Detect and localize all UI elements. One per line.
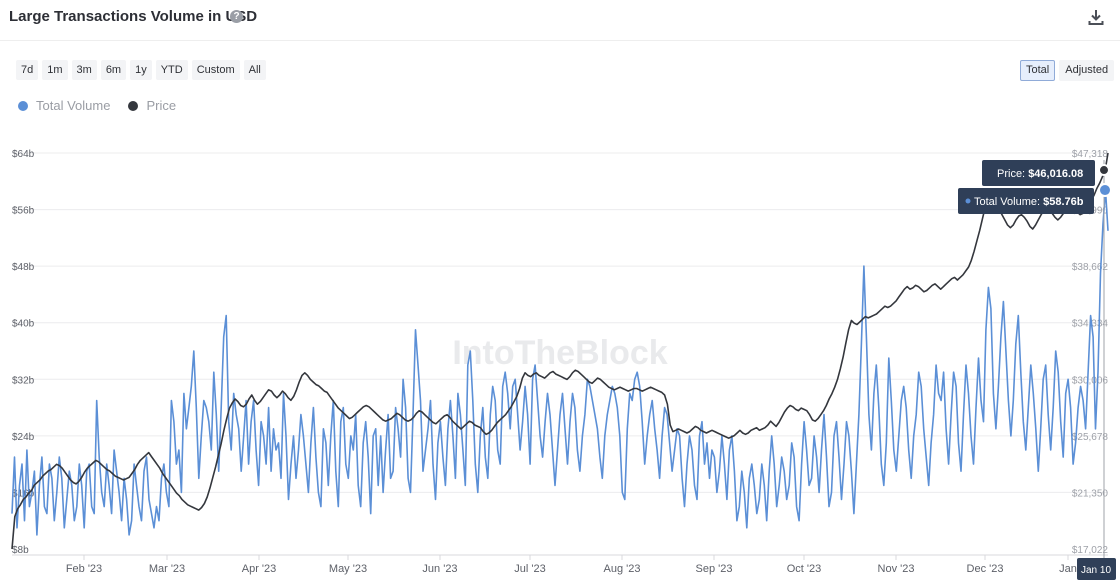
x-tick-label: Oct '23 bbox=[787, 563, 822, 575]
hover-point-price bbox=[1098, 164, 1110, 177]
date-badge-label: Jan 10 bbox=[1081, 565, 1111, 576]
time-range-selector: 7d 1m 3m 6m 1y YTD Custom All bbox=[16, 60, 266, 80]
mode-total-button[interactable]: Total bbox=[1020, 60, 1056, 81]
legend-dot-volume-icon bbox=[18, 100, 28, 111]
date-badge bbox=[1077, 558, 1116, 580]
x-tick-label: May '23 bbox=[329, 563, 367, 575]
tooltip-volume-box bbox=[958, 188, 1094, 214]
y-left-tick-label: $40b bbox=[12, 319, 35, 330]
x-tick-label: Sep '23 bbox=[696, 563, 733, 575]
y-right-tick-label: $38,662 bbox=[1072, 262, 1109, 273]
range-ytd-button[interactable]: YTD bbox=[155, 60, 188, 80]
y-left-tick-label: $56b bbox=[12, 206, 35, 217]
x-tick-label: Nov '23 bbox=[878, 563, 915, 575]
legend-dot-price-icon bbox=[128, 100, 139, 111]
range-1y-button[interactable]: 1y bbox=[130, 60, 152, 80]
legend-item-price[interactable]: Price bbox=[128, 98, 176, 113]
x-tick-label: Jun '23 bbox=[422, 563, 457, 575]
legend-label-total-volume: Total Volume bbox=[36, 98, 111, 113]
tooltip-price: Price: $46,016.08 bbox=[997, 168, 1083, 180]
x-tick-label: Aug '23 bbox=[604, 563, 641, 575]
watermark: IntoTheBlock bbox=[452, 334, 667, 372]
y-right-tick-label: $47,318 bbox=[1072, 149, 1109, 160]
series-line-price bbox=[11, 152, 1109, 550]
range-all-button[interactable]: All bbox=[243, 60, 266, 80]
y-left-tick-label: $8b bbox=[12, 545, 29, 556]
y-right-tick-label: $30,006 bbox=[1072, 375, 1109, 386]
range-custom-button[interactable]: Custom bbox=[191, 60, 240, 80]
x-tick-label: Jul '23 bbox=[514, 563, 545, 575]
tooltip-volume-dot-icon bbox=[965, 198, 971, 204]
range-3m-button[interactable]: 3m bbox=[71, 60, 97, 80]
x-tick-label: Apr '23 bbox=[242, 563, 277, 575]
y-left-tick-label: $64b bbox=[12, 149, 35, 160]
range-6m-button[interactable]: 6m bbox=[100, 60, 127, 80]
tooltip-price-box bbox=[982, 160, 1095, 186]
y-left-tick-label: $24b bbox=[12, 432, 35, 443]
y-left-tick-label: $32b bbox=[12, 375, 35, 386]
chart-legend: Total Volume Price bbox=[18, 98, 176, 113]
range-7d-button[interactable]: 7d bbox=[16, 60, 39, 80]
y-left-tick-label: $48b bbox=[12, 262, 35, 273]
x-tick-label: Dec '23 bbox=[967, 563, 1004, 575]
x-tick-label: Mar '23 bbox=[149, 563, 185, 575]
header: Large Transactions Volume in USD ? bbox=[0, 0, 1120, 41]
y-right-tick-label: $21,350 bbox=[1072, 488, 1109, 499]
mode-toggle: Total Adjusted bbox=[1020, 60, 1115, 81]
legend-label-price: Price bbox=[146, 98, 177, 113]
download-icon[interactable] bbox=[1087, 8, 1105, 26]
mode-adjusted-button[interactable]: Adjusted bbox=[1059, 60, 1115, 81]
help-icon[interactable]: ? bbox=[230, 10, 243, 23]
y-right-tick-label: $17,022 bbox=[1072, 545, 1109, 556]
hover-point-volume bbox=[1098, 183, 1112, 198]
x-tick-label: Feb '23 bbox=[66, 563, 102, 575]
tooltip-volume: Total Volume: $58.76b bbox=[974, 196, 1084, 208]
legend-item-total-volume[interactable]: Total Volume bbox=[18, 98, 110, 113]
page-title: Large Transactions Volume in USD bbox=[9, 8, 258, 25]
series-line-total-volume bbox=[11, 189, 1109, 536]
x-tick-label: Jan bbox=[1059, 563, 1077, 575]
y-right-tick-label: $25,678 bbox=[1072, 432, 1109, 443]
range-1m-button[interactable]: 1m bbox=[42, 60, 68, 80]
